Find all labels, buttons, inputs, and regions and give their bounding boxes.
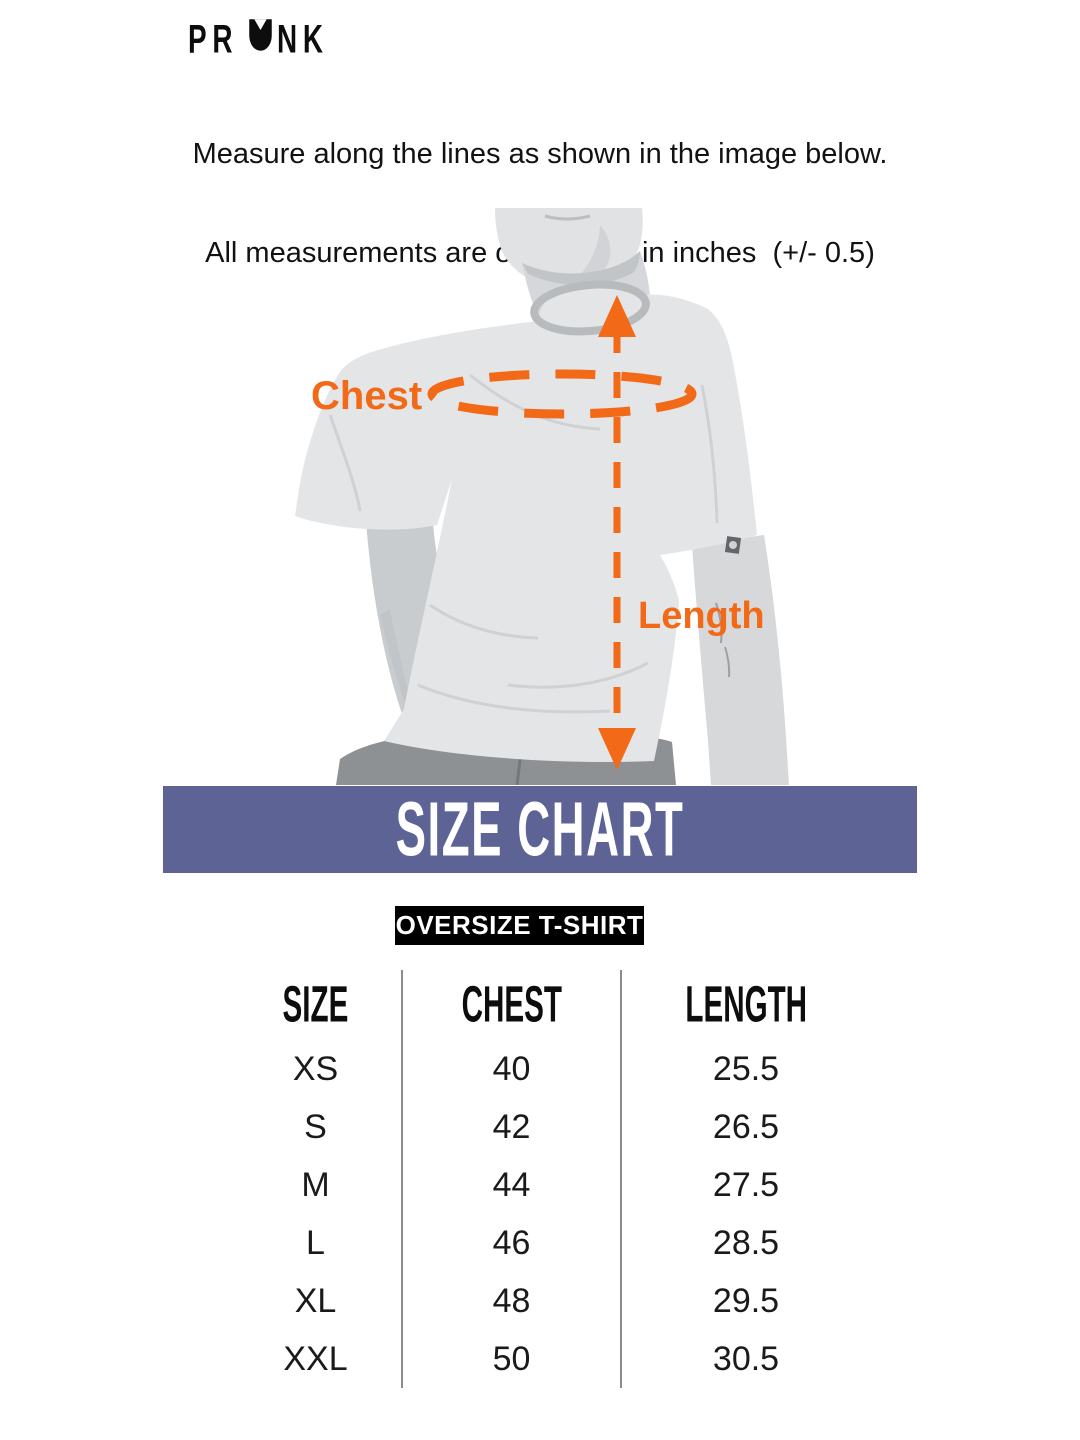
cell-size: XL — [294, 1281, 337, 1320]
cell-size: S — [304, 1107, 327, 1146]
cell-length: 29.5 — [712, 1281, 780, 1320]
cell-length: 30.5 — [712, 1339, 780, 1378]
length-arrow-down-icon — [598, 728, 636, 770]
cell-chest: 40 — [401, 1040, 622, 1098]
brand-text-right: NK — [277, 17, 329, 63]
header-size: SIZE — [282, 976, 349, 1033]
product-type-label: OVERSIZE T-SHIRT — [395, 910, 644, 940]
brand-logo: PR NK — [188, 16, 340, 63]
length-measure-line — [598, 295, 636, 770]
product-type-badge: OVERSIZE T-SHIRT — [395, 906, 644, 945]
chest-label: Chest — [311, 374, 422, 418]
cell-size: XXL — [283, 1339, 348, 1378]
model-tshirt — [295, 286, 757, 763]
model-right-arm — [692, 535, 789, 785]
cell-length: 28.5 — [712, 1223, 780, 1262]
cell-size: M — [301, 1165, 330, 1204]
cell-length: 25.5 — [712, 1049, 780, 1088]
cell-chest: 44 — [401, 1156, 622, 1214]
cell-length: 27.5 — [712, 1165, 780, 1204]
cell-chest: 42 — [401, 1098, 622, 1156]
tshirt-collar — [530, 280, 650, 336]
model-measurement-diagram: Chest Length — [295, 208, 789, 785]
size-chart-title: SIZE CHART — [395, 786, 685, 873]
chest-measure-line — [427, 369, 697, 419]
cell-chest: 48 — [401, 1272, 622, 1330]
cell-length: 26.5 — [712, 1107, 780, 1146]
brand-u-notch-icon — [249, 19, 272, 51]
length-label: Length — [638, 595, 765, 637]
cell-chest: 50 — [401, 1330, 622, 1388]
cell-size: XS — [292, 1049, 339, 1088]
model-lips — [544, 214, 591, 221]
size-table: SIZE CHEST LENGTH XS 40 25.5 S 42 26.5 M… — [230, 970, 870, 1388]
header-length: LENGTH — [685, 976, 807, 1033]
header-chest: CHEST — [401, 970, 622, 1040]
cell-size: L — [306, 1223, 325, 1262]
length-arrow-up-icon — [598, 295, 636, 337]
arm-tattoo — [715, 602, 731, 678]
brand-text-left: PR — [188, 17, 239, 63]
cell-chest: 46 — [401, 1214, 622, 1272]
instruction-line-1: Measure along the lines as shown in the … — [192, 138, 888, 170]
size-chart-banner: SIZE CHART — [163, 786, 917, 873]
